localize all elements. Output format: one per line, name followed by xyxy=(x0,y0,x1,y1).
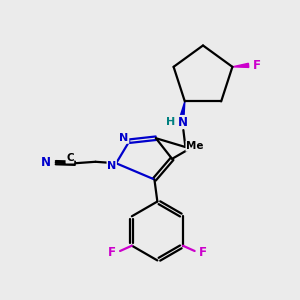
Text: N: N xyxy=(178,116,188,128)
Text: N: N xyxy=(41,156,51,169)
Text: N: N xyxy=(119,133,129,143)
Text: C: C xyxy=(66,153,74,163)
Text: N: N xyxy=(107,160,116,171)
Text: H: H xyxy=(166,117,175,127)
Text: F: F xyxy=(199,246,207,259)
Polygon shape xyxy=(180,101,185,118)
Polygon shape xyxy=(232,63,249,68)
Text: F: F xyxy=(108,246,116,259)
Text: F: F xyxy=(253,59,261,72)
Text: Me: Me xyxy=(186,141,203,151)
